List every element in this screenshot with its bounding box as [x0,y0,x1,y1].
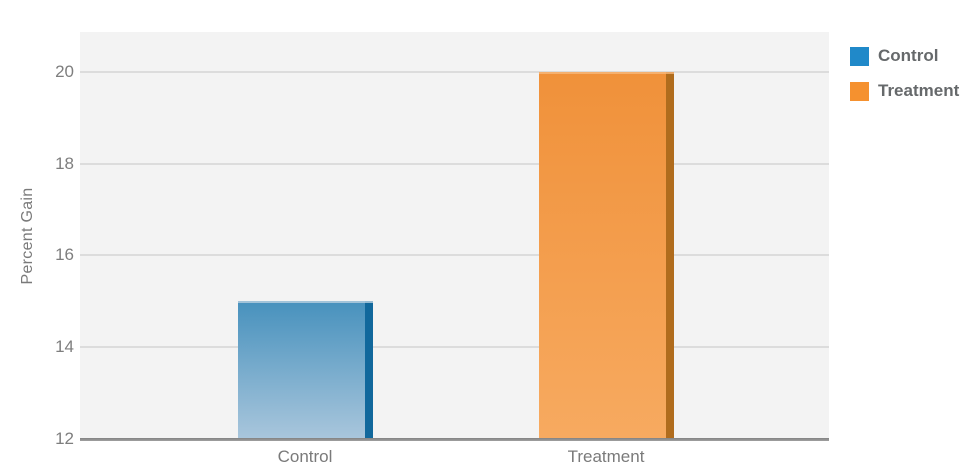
legend-swatch-treatment [850,81,869,101]
legend-item-treatment: Treatment [850,81,959,101]
legend-item-control: Control [850,46,959,66]
y-tick-label-20: 20 [55,61,74,81]
x-category-label-treatment: Treatment [567,447,645,466]
bar-fill [237,301,365,439]
legend-label-treatment: Treatment [878,81,960,100]
legend: Control Treatment [850,46,959,116]
x-category-label-control: Control [277,447,333,466]
y-axis-title: Percent Gain [19,187,36,285]
bar-side-shadow [665,71,674,439]
gridline-20 [80,70,829,73]
legend-label-control: Control [878,46,939,65]
bar-top-highlight [538,71,674,74]
bar-fill [538,71,666,439]
bar-top-highlight [237,301,373,304]
y-tick-label-18: 18 [55,153,74,173]
gridline-14 [80,346,829,349]
x-axis-line [80,438,829,441]
legend-swatch-control [850,46,869,66]
gridline-18 [80,162,829,165]
y-tick-label-16: 16 [55,245,74,265]
plot-area [80,32,829,441]
bar-control [237,301,373,439]
bar-treatment [538,71,674,439]
gridline-16 [80,254,829,257]
bar-side-shadow [364,301,373,439]
y-tick-label-14: 14 [55,337,74,357]
y-tick-label-12: 12 [55,429,74,448]
